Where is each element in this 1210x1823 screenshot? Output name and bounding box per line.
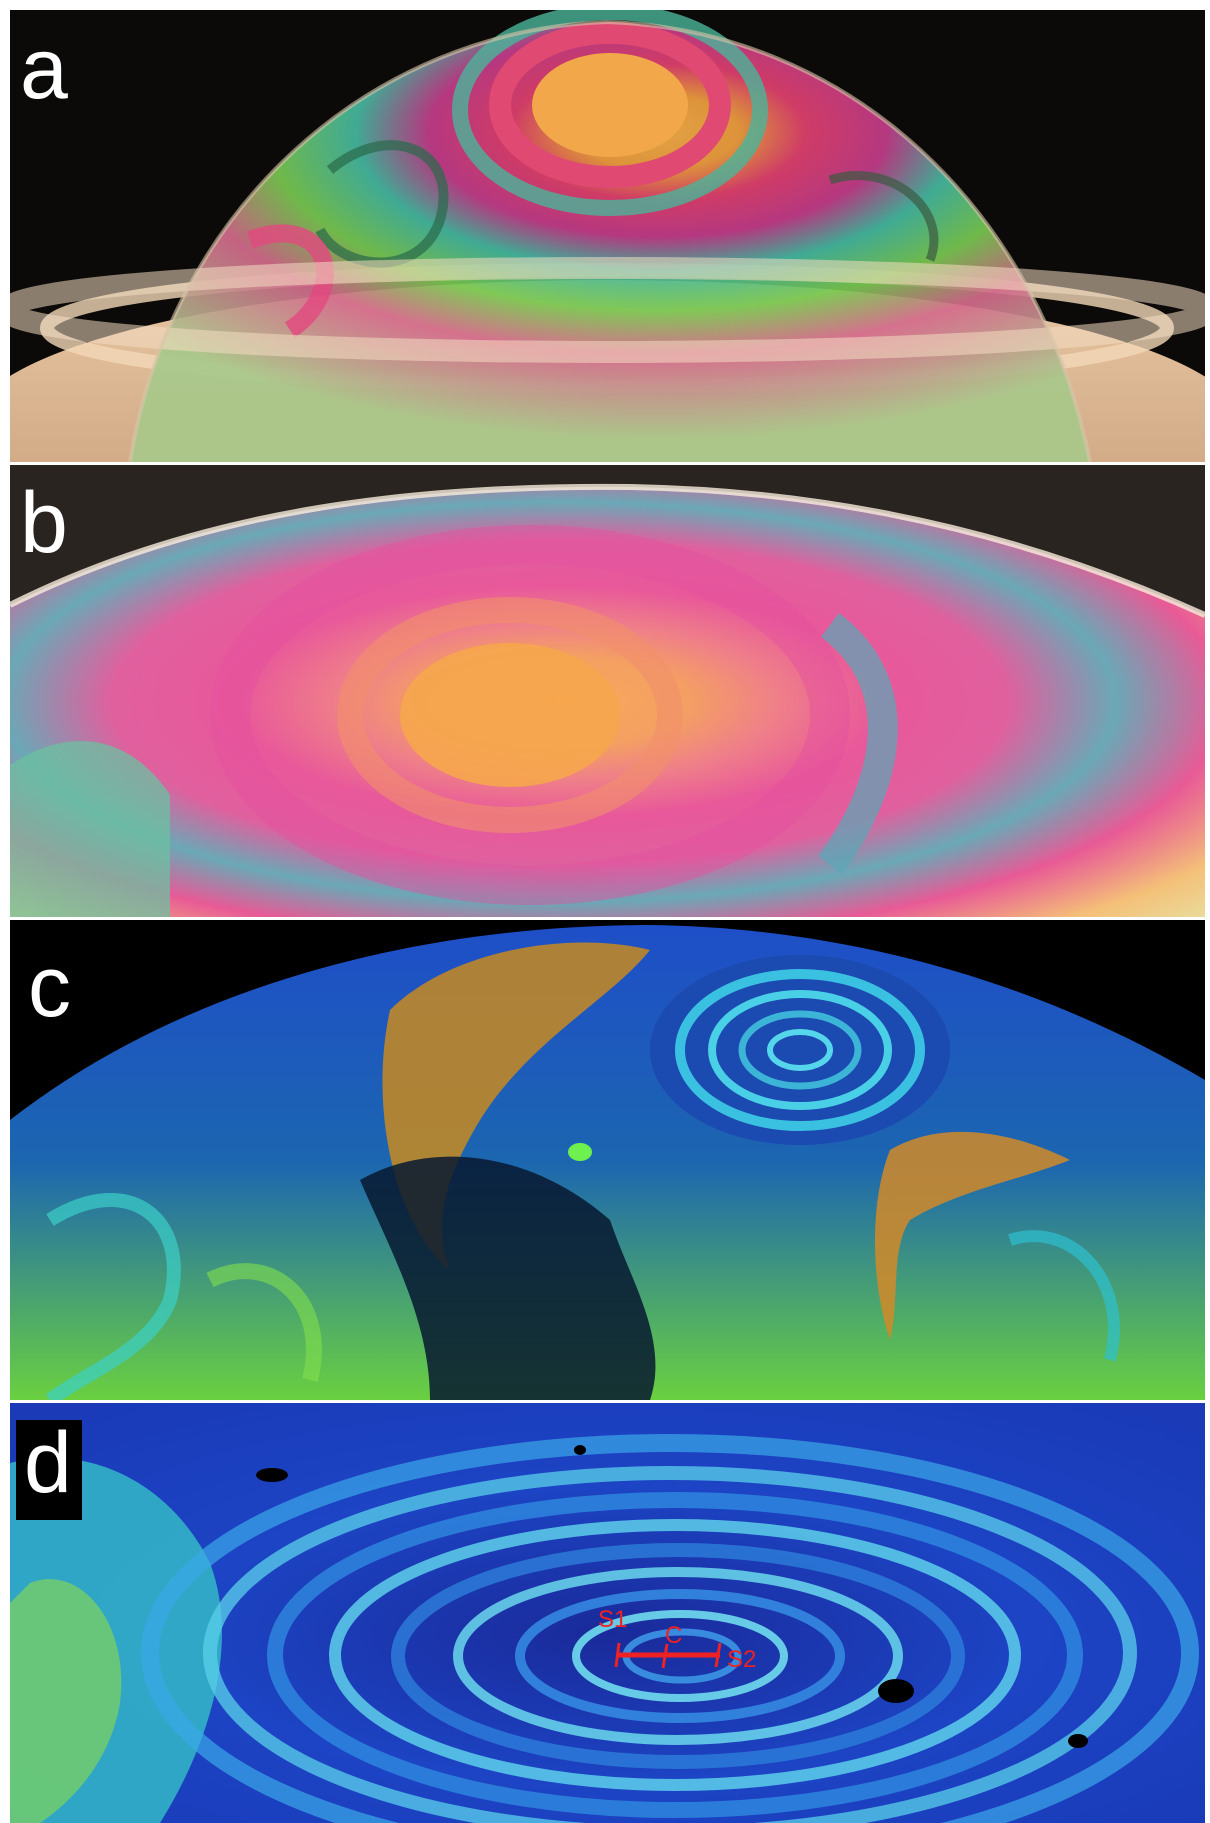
panel-label-d: d (16, 1420, 82, 1520)
label-s1: S1 (598, 1606, 627, 1633)
panel-b-image (10, 465, 1205, 917)
panel-d-vortex-closeup: S1 C S2 (10, 1403, 1205, 1823)
panel-label-b: b (20, 480, 68, 566)
panel-c-bubble-turbulence (10, 920, 1205, 1400)
panel-d-image: S1 C S2 (10, 1403, 1205, 1823)
panel-c-image (10, 920, 1205, 1400)
panel-a-bubble-dome (10, 10, 1205, 462)
panel-label-c: c (28, 944, 71, 1030)
label-s2: S2 (727, 1646, 756, 1673)
label-c: C (665, 1622, 682, 1649)
panel-a-image (10, 10, 1205, 462)
panel-b-vortex-closeup (10, 465, 1205, 917)
panel-label-a: a (20, 26, 68, 112)
